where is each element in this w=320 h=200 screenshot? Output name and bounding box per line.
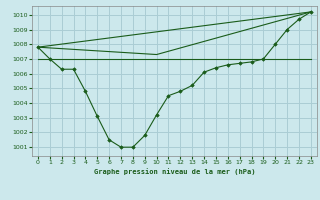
X-axis label: Graphe pression niveau de la mer (hPa): Graphe pression niveau de la mer (hPa) [94,168,255,175]
